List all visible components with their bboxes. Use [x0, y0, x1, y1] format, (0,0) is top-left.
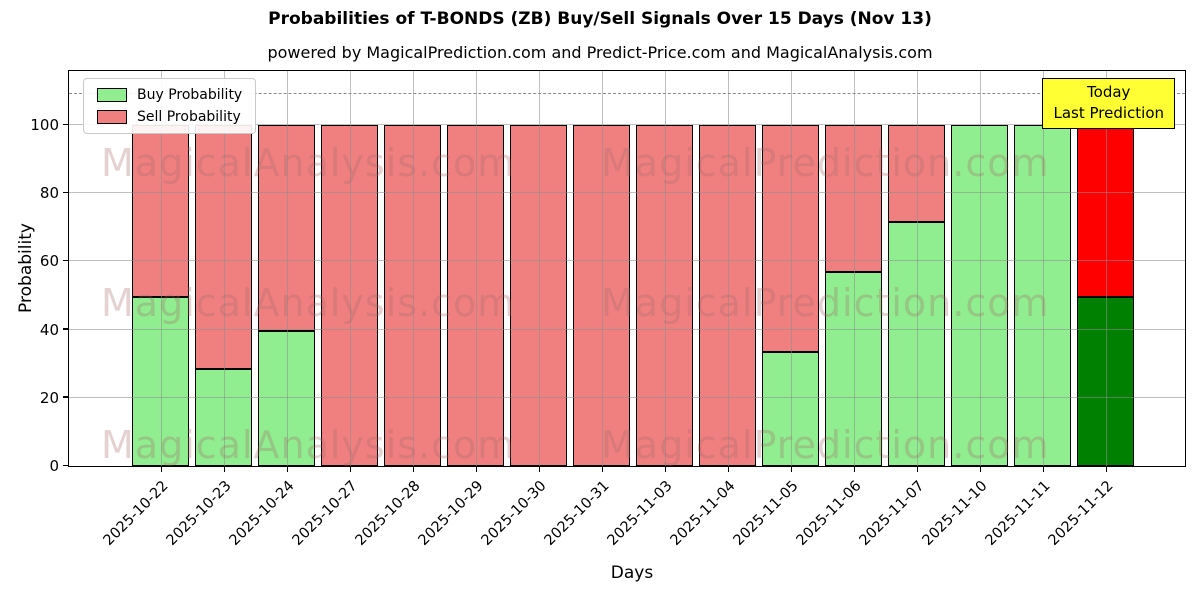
x-gridline	[916, 71, 918, 466]
x-gridline	[727, 71, 729, 466]
x-tick-mark	[916, 466, 918, 472]
today-annotation: Today Last Prediction	[1042, 78, 1175, 129]
y-gridline	[69, 260, 1185, 262]
legend-sell-label: Sell Probability	[137, 109, 241, 125]
sell-probability-swatch	[97, 110, 127, 124]
y-tick-label: 20	[39, 388, 59, 407]
x-gridline	[979, 71, 981, 466]
watermark-text: MagicalAnalysis.com	[101, 141, 516, 185]
watermark-text: MagicalPrediction.com	[601, 281, 1050, 325]
y-tick-label: 60	[39, 252, 59, 271]
x-gridline	[1042, 71, 1044, 466]
today-annotation-line1: Today	[1087, 83, 1131, 101]
x-gridline	[223, 71, 225, 466]
y-gridline	[69, 192, 1185, 194]
y-axis-label: Probability	[16, 223, 36, 313]
x-tick-mark	[979, 466, 981, 472]
x-gridline	[475, 71, 477, 466]
legend-item-sell: Sell Probability	[97, 109, 242, 125]
bar-slot: 2025-10-24	[227, 71, 318, 549]
y-gridline	[69, 123, 1185, 125]
watermark-text: MagicalPrediction.com	[601, 423, 1050, 467]
y-tick-mark	[63, 123, 69, 125]
legend: Buy Probability Sell Probability	[83, 78, 257, 134]
threshold-dashed-line	[69, 92, 1185, 94]
bars-layer: 2025-10-22 2025-10-23 2025-10-24 2025-10-27…	[69, 71, 1185, 549]
y-tick-mark	[63, 259, 69, 262]
x-gridline	[601, 71, 603, 466]
bar-slot: 2025-10-30	[479, 71, 570, 549]
y-gridline	[69, 328, 1185, 330]
x-tick-label-text: 2025-11-12	[1045, 478, 1117, 549]
y-tick-mark	[63, 464, 69, 466]
plot-area: 2025-10-22 2025-10-23 2025-10-24 2025-10-27…	[30, 70, 1186, 549]
y-tick-label: 40	[39, 320, 59, 339]
bar-slot: 2025-10-28	[353, 71, 444, 549]
watermark-text: MagicalAnalysis.com	[101, 281, 516, 325]
x-gridline	[790, 71, 792, 466]
x-tick-mark	[1042, 466, 1044, 472]
bar-slot: 2025-11-04	[668, 71, 759, 549]
x-gridline	[853, 71, 855, 466]
legend-buy-label: Buy Probability	[137, 87, 243, 103]
x-gridline	[1105, 71, 1107, 466]
x-tick-mark	[286, 466, 288, 472]
watermark-text: MagicalPrediction.com	[601, 141, 1050, 185]
y-tick-mark	[63, 328, 69, 330]
x-tick-mark	[223, 466, 225, 472]
y-tick-mark	[63, 191, 69, 194]
bar-slot: 2025-10-22	[101, 71, 192, 549]
chart-title: Probabilities of T-BONDS (ZB) Buy/Sell S…	[268, 9, 932, 29]
x-gridline	[664, 71, 666, 466]
x-tick-mark	[412, 466, 414, 472]
bar-slot: 2025-11-10	[920, 71, 1011, 549]
bar-slot: 2025-10-23	[164, 71, 255, 549]
x-tick-mark	[475, 466, 477, 472]
bar-slot: 2025-10-31	[542, 71, 633, 549]
x-gridline	[412, 71, 414, 466]
x-tick-mark	[790, 466, 792, 472]
x-tick-mark	[349, 466, 351, 472]
x-gridline	[160, 71, 162, 466]
chart-subtitle: powered by MagicalPrediction.com and Pre…	[267, 43, 933, 62]
x-axis-label: Days	[610, 563, 654, 583]
bar-slot: 2025-10-29	[416, 71, 507, 549]
bar-slot: 2025-11-03	[605, 71, 696, 549]
y-gridline	[69, 396, 1185, 398]
bar-slot: 2025-11-06	[794, 71, 885, 549]
x-tick-label: 2025-11-12	[1021, 475, 1117, 549]
x-tick-mark	[601, 466, 603, 472]
x-gridline	[538, 71, 540, 466]
y-tick-label: 80	[39, 184, 59, 203]
x-gridline	[286, 71, 288, 466]
x-gridline	[349, 71, 351, 466]
bar-slot: 2025-11-12	[1046, 71, 1137, 549]
x-tick-mark	[664, 466, 666, 472]
x-tick-mark	[853, 466, 855, 472]
today-annotation-line2: Last Prediction	[1053, 104, 1164, 122]
bar-slot: 2025-11-11	[983, 71, 1074, 549]
x-tick-mark	[160, 466, 162, 472]
bar-slot: 2025-10-27	[290, 71, 381, 549]
x-tick-mark	[727, 466, 729, 472]
watermark-text: MagicalAnalysis.com	[101, 423, 516, 467]
x-tick-mark	[538, 466, 540, 472]
buy-probability-swatch	[97, 88, 127, 102]
bar-slot: 2025-11-05	[731, 71, 822, 549]
x-tick-mark	[1105, 466, 1107, 472]
y-tick-label: 0	[49, 457, 59, 475]
legend-item-buy: Buy Probability	[97, 87, 242, 103]
y-tick-mark	[63, 396, 69, 398]
bar-slot: 2025-11-07	[857, 71, 948, 549]
y-tick-label: 100	[30, 115, 59, 134]
